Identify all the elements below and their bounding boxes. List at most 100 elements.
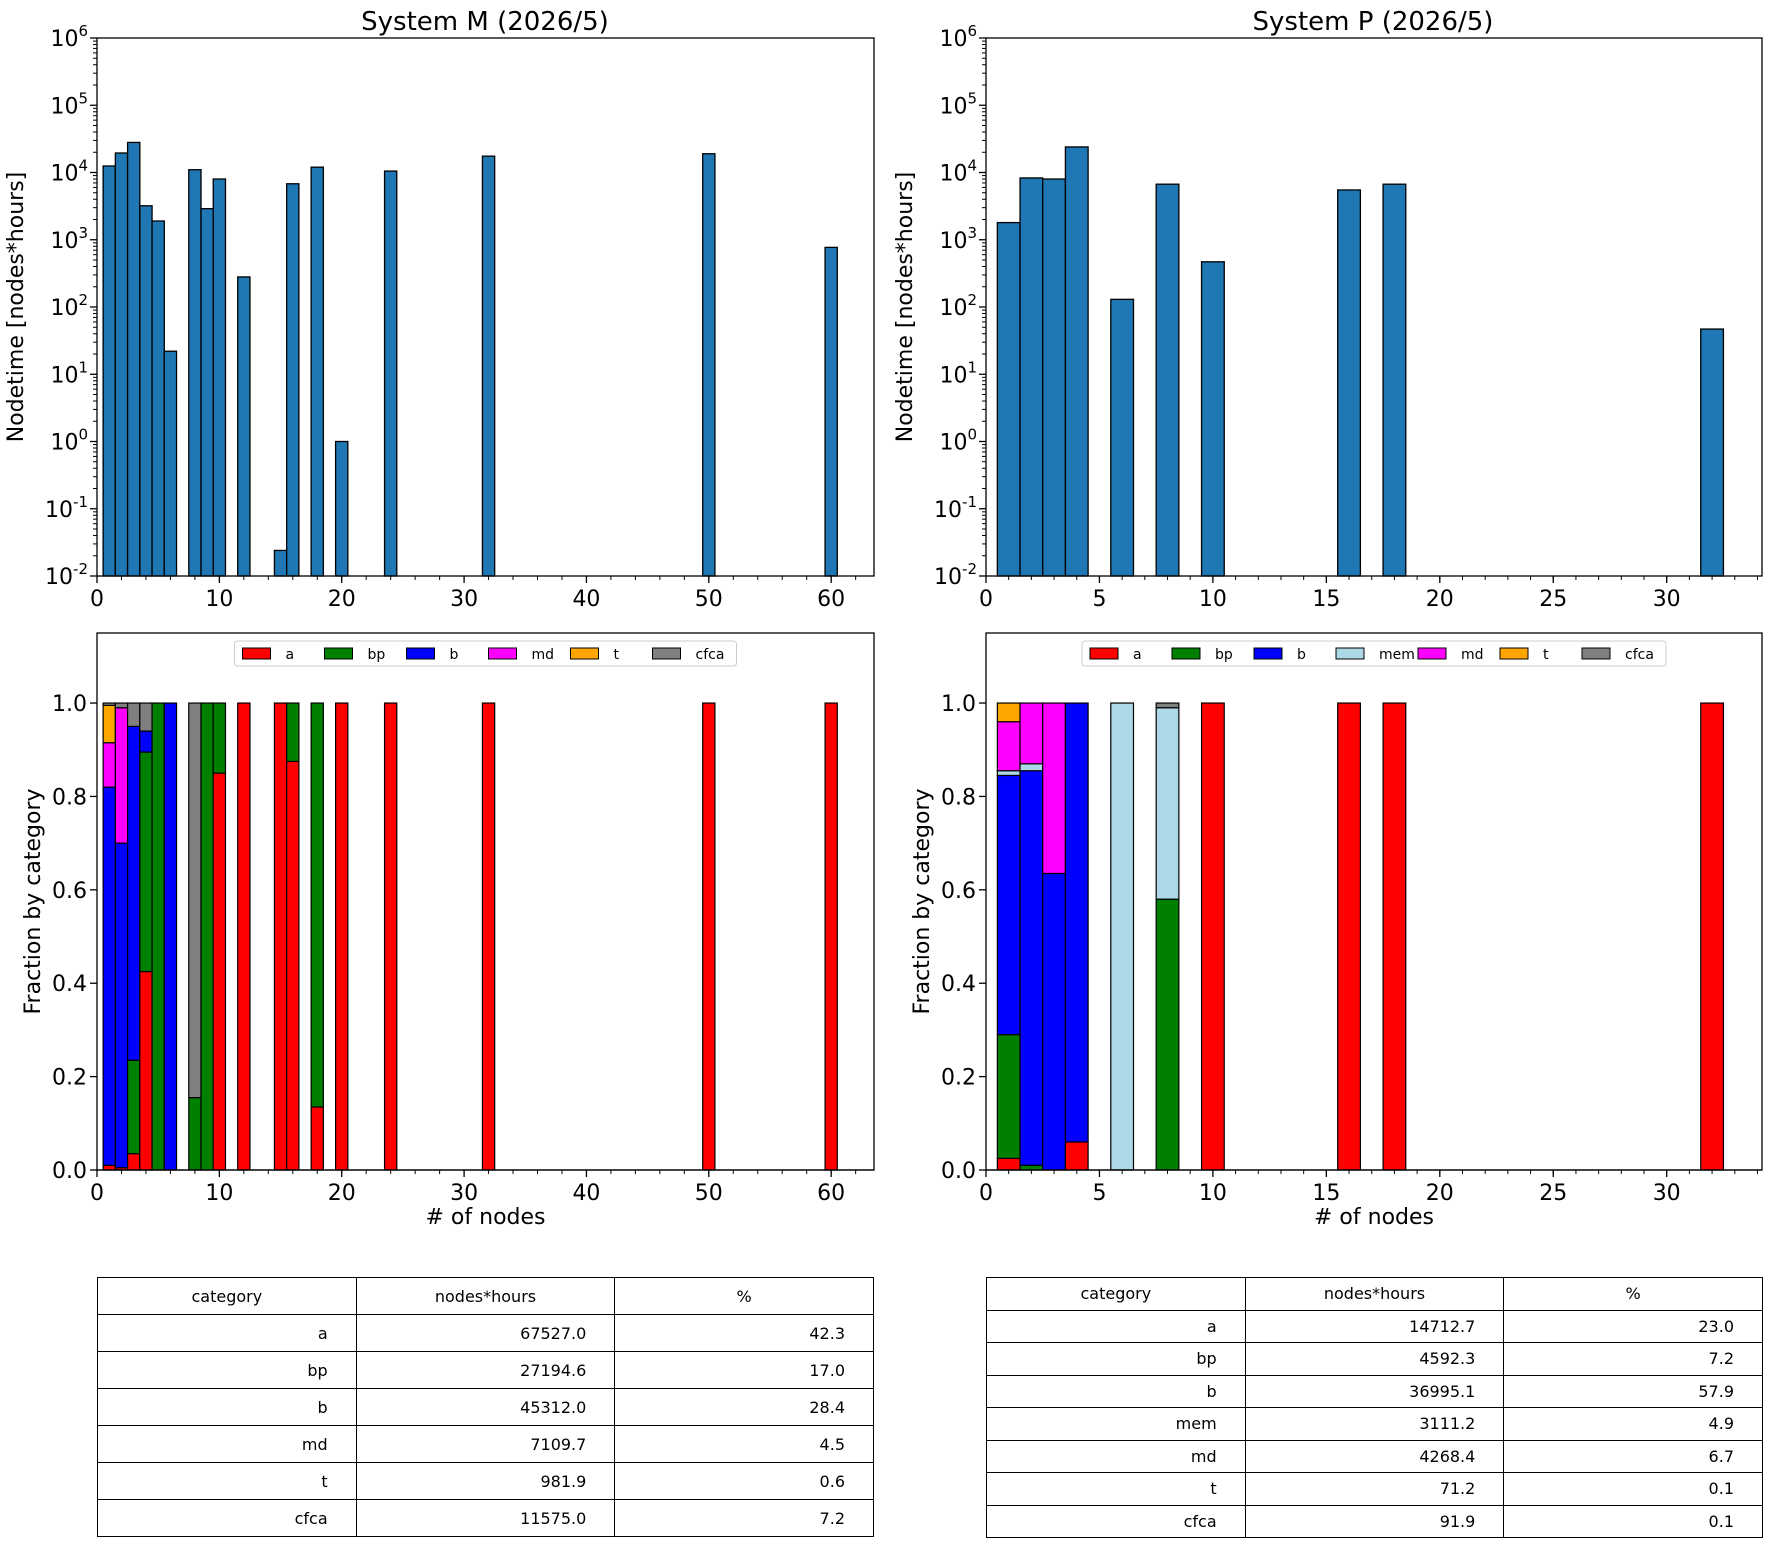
y-tick-label: 10-1 — [45, 493, 88, 523]
x-tick-label: 30 — [1653, 587, 1681, 612]
cell-percent: 4.9 — [1503, 1407, 1763, 1441]
fraction-bar-segment — [310, 702, 324, 1108]
cell-category: cfca — [97, 1499, 357, 1537]
x-tick-label: 10 — [1199, 587, 1227, 612]
legend-swatch — [1581, 647, 1611, 660]
fraction-bar-segment — [383, 702, 398, 1171]
cell-category: t — [97, 1462, 357, 1500]
x-tick-label: 30 — [450, 1181, 478, 1206]
tick-label-exponent: -1 — [73, 493, 88, 511]
fraction-bar-segment — [1064, 702, 1089, 1143]
tick-label-base: 10 — [939, 296, 967, 321]
legend-entry: bp — [1215, 647, 1233, 663]
legend-swatch — [652, 647, 681, 660]
fraction-bar-segment — [102, 1164, 116, 1171]
tick-label-exponent: 0 — [967, 426, 977, 444]
y-tick-label: 0.2 — [52, 1066, 87, 1091]
fraction-bar-segment — [1064, 1141, 1089, 1171]
cell-nodes-hours: 36995.1 — [1244, 1374, 1505, 1408]
table-row: mem 3111.2 4.9 — [986, 1407, 1763, 1441]
tick-label-exponent: 0 — [78, 426, 88, 444]
cell-percent: 0.1 — [1503, 1472, 1763, 1506]
nodetime-bar — [1110, 298, 1135, 577]
tick-label-exponent: 1 — [78, 358, 88, 376]
fraction-bar-segment — [286, 702, 300, 763]
y-tick-label: 101 — [939, 358, 977, 388]
y-tick-label: 106 — [50, 22, 88, 52]
nodetime-bar — [310, 166, 325, 577]
fraction-bar-segment — [1700, 702, 1725, 1171]
tick-label-base: 10 — [939, 94, 967, 119]
fraction-bar-segment — [1042, 872, 1067, 1171]
tick-label-base: 10 — [50, 229, 78, 254]
chart-m-title: System M (2026/5) — [361, 7, 609, 37]
table-row: cfca 91.9 0.1 — [986, 1504, 1763, 1538]
cell-category: bp — [986, 1342, 1246, 1376]
fraction-bar-segment — [1337, 702, 1361, 1171]
tick-label-base: 10 — [50, 27, 78, 52]
fraction-bar-segment — [335, 702, 349, 1171]
fraction-bar-segment — [996, 1157, 1021, 1171]
fraction-bar-segment — [139, 702, 153, 732]
nodetime-bar — [1042, 178, 1067, 577]
nodetime-bar — [237, 276, 251, 577]
y-tick-label: 103 — [939, 224, 977, 254]
legend-swatch — [1417, 647, 1447, 660]
tick-label-exponent: 3 — [78, 224, 88, 242]
tick-label-base: 10 — [939, 363, 967, 388]
legend-swatch — [488, 647, 517, 660]
nodetime-bar — [1382, 183, 1407, 577]
y-axis-label: Fraction by category — [910, 788, 935, 1014]
fraction-bar-segment — [996, 1033, 1021, 1159]
x-tick-label: 40 — [572, 1181, 600, 1206]
tick-label-exponent: -2 — [962, 560, 977, 578]
tick-label-exponent: 5 — [967, 89, 977, 107]
cell-category: bp — [97, 1351, 357, 1389]
cell-category: t — [986, 1472, 1246, 1506]
column-header-nodes-hours: nodes*hours — [1244, 1277, 1505, 1311]
fraction-bar-segment — [996, 721, 1021, 772]
y-tick-label: 105 — [50, 89, 88, 119]
fraction-bar-segment — [1155, 898, 1180, 1171]
legend-entry: a — [286, 647, 295, 663]
fraction-bar-segment — [481, 702, 496, 1171]
nodetime-bar — [163, 350, 178, 577]
tick-label-exponent: 2 — [78, 291, 88, 309]
tick-label-exponent: 1 — [967, 358, 977, 376]
fraction-bar-segment — [286, 760, 300, 1171]
fraction-bar-segment — [114, 707, 129, 844]
cell-category: b — [986, 1374, 1246, 1408]
x-axis-label: # of nodes — [1314, 1205, 1434, 1230]
chart-p-title: System P (2026/5) — [1253, 7, 1494, 37]
y-tick-label: 0.4 — [941, 972, 976, 997]
legend-entry: md — [1461, 647, 1484, 663]
fraction-bar-segment — [114, 702, 129, 709]
x-tick-label: 60 — [817, 1181, 845, 1206]
y-axis-label: Nodetime [nodes*hours] — [4, 172, 29, 443]
fraction-bar-segment — [996, 774, 1021, 1036]
column-header-category: category — [986, 1277, 1246, 1311]
y-tick-label: 0.6 — [941, 879, 976, 904]
nodetime-bar — [1700, 328, 1725, 577]
plot-frame — [96, 632, 875, 1171]
x-tick-label: 30 — [450, 587, 478, 612]
tick-label-exponent: 4 — [967, 157, 977, 175]
nodetime-bar — [702, 153, 716, 577]
cell-percent: 17.0 — [614, 1351, 874, 1389]
nodetime-bar — [286, 183, 300, 577]
x-tick-label: 5 — [1092, 587, 1106, 612]
tick-label-base: 10 — [939, 229, 967, 254]
legend: a bp b mem md t cfca — [1081, 640, 1667, 667]
fraction-bar-segment — [188, 1097, 202, 1171]
tick-label-base: 10 — [939, 162, 967, 187]
fraction-chart-p: 0.0 0.2 0.4 0.6 0.8 1.0 Fraction by category 0 5… — [910, 632, 1763, 1230]
table-row: a 14712.7 23.0 — [986, 1309, 1763, 1343]
y-axis-label: Nodetime [nodes*hours] — [893, 172, 918, 443]
table-row: cfca 11575.0 7.2 — [97, 1499, 874, 1537]
x-tick-label: 60 — [817, 587, 845, 612]
tick-label-base: 10 — [934, 565, 962, 590]
fraction-bar-segment — [188, 702, 202, 1099]
tick-label-exponent: 4 — [78, 157, 88, 175]
y-tick-label: 100 — [939, 426, 977, 456]
